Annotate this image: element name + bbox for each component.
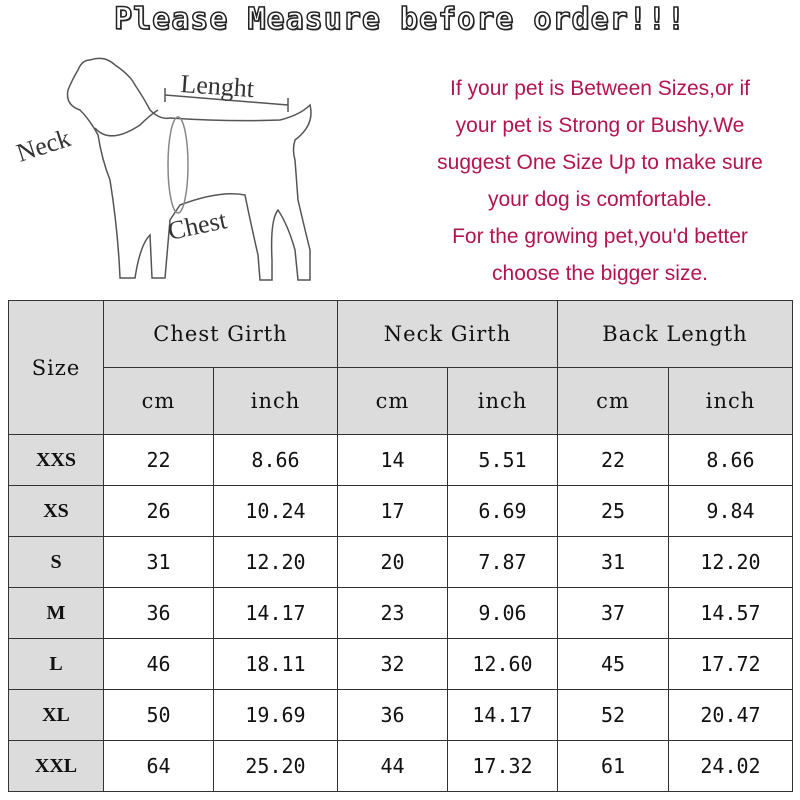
measurement-cell: 14.57 xyxy=(668,587,793,639)
measurement-cell: 9.84 xyxy=(668,485,793,537)
measurement-cell: 17.32 xyxy=(447,740,558,792)
back-length-header: Back Length xyxy=(557,300,793,368)
size-cell: XXS xyxy=(8,434,104,486)
measurement-cell: 24.02 xyxy=(668,740,793,792)
measurement-cell: 6.69 xyxy=(447,485,558,537)
measurement-cell: 36 xyxy=(103,587,214,639)
table-row: XXL 64 25.20 44 17.32 61 24.02 xyxy=(8,740,793,792)
note-line: your pet is Strong or Bushy.We xyxy=(455,114,745,137)
unit-header: cm xyxy=(557,367,669,435)
measurement-cell: 10.24 xyxy=(213,485,338,537)
measurement-cell: 36 xyxy=(337,689,448,741)
size-cell: S xyxy=(8,536,104,588)
size-chart-table: Size Chest Girth Neck Girth Back Length … xyxy=(8,300,793,792)
measurement-cell: 61 xyxy=(557,740,669,792)
measurement-cell: 45 xyxy=(557,638,669,690)
note-line: choose the bigger size. xyxy=(492,262,708,285)
unit-header: inch xyxy=(213,367,338,435)
measurement-cell: 32 xyxy=(337,638,448,690)
measurement-cell: 5.51 xyxy=(447,434,558,486)
note-line: your dog is comfortable. xyxy=(487,188,713,211)
note-line: For the growing pet,you'd better xyxy=(452,225,748,248)
chest-girth-header: Chest Girth xyxy=(103,300,338,368)
measurement-cell: 20.47 xyxy=(668,689,793,741)
table-row: S 31 12.20 20 7.87 31 12.20 xyxy=(8,536,793,588)
unit-header: inch xyxy=(668,367,793,435)
measurement-cell: 8.66 xyxy=(668,434,793,486)
measurement-cell: 19.69 xyxy=(213,689,338,741)
measurement-cell: 22 xyxy=(103,434,214,486)
size-cell: XL xyxy=(8,689,104,741)
neck-label: Neck xyxy=(13,123,74,168)
measurement-cell: 14.17 xyxy=(447,689,558,741)
measurement-cell: 7.87 xyxy=(447,536,558,588)
measurement-cell: 18.11 xyxy=(213,638,338,690)
unit-header: cm xyxy=(103,367,214,435)
measurement-cell: 22 xyxy=(557,434,669,486)
unit-header: inch xyxy=(447,367,558,435)
measurement-cell: 50 xyxy=(103,689,214,741)
measurement-cell: 17 xyxy=(337,485,448,537)
measurement-cell: 14 xyxy=(337,434,448,486)
measurement-cell: 37 xyxy=(557,587,669,639)
measurement-cell: 46 xyxy=(103,638,214,690)
size-cell: M xyxy=(8,587,104,639)
measurement-cell: 12.20 xyxy=(668,536,793,588)
table-row: XL 50 19.69 36 14.17 52 20.47 xyxy=(8,689,793,741)
measurement-cell: 25.20 xyxy=(213,740,338,792)
measurement-cell: 9.06 xyxy=(447,587,558,639)
length-label: Lenght xyxy=(180,69,256,103)
sizing-advice: If your pet is Between Sizes,or if your … xyxy=(400,70,800,292)
dog-measurement-diagram: Neck Lenght Chest xyxy=(13,57,312,281)
measurement-cell: 12.60 xyxy=(447,638,558,690)
note-line: suggest One Size Up to make sure xyxy=(437,151,763,174)
measurement-cell: 23 xyxy=(337,587,448,639)
neck-girth-header: Neck Girth xyxy=(337,300,558,368)
page-title: Please Measure before order!!! xyxy=(113,1,686,38)
measurement-cell: 31 xyxy=(103,536,214,588)
measurement-cell: 26 xyxy=(103,485,214,537)
size-cell: XS xyxy=(8,485,104,537)
size-cell: XXL xyxy=(8,740,104,792)
measurement-cell: 17.72 xyxy=(668,638,793,690)
measurement-cell: 64 xyxy=(103,740,214,792)
measurement-cell: 52 xyxy=(557,689,669,741)
measurement-cell: 20 xyxy=(337,536,448,588)
note-line: If your pet is Between Sizes,or if xyxy=(450,77,750,100)
unit-header: cm xyxy=(337,367,448,435)
table-row: M 36 14.17 23 9.06 37 14.57 xyxy=(8,587,793,639)
measurement-cell: 12.20 xyxy=(213,536,338,588)
measurement-cell: 14.17 xyxy=(213,587,338,639)
measurement-cell: 31 xyxy=(557,536,669,588)
size-cell: L xyxy=(8,638,104,690)
table-row: XXS 22 8.66 14 5.51 22 8.66 xyxy=(8,434,793,486)
table-row: XS 26 10.24 17 6.69 25 9.84 xyxy=(8,485,793,537)
table-row: L 46 18.11 32 12.60 45 17.72 xyxy=(8,638,793,690)
measurement-cell: 8.66 xyxy=(213,434,338,486)
measurement-cell: 44 xyxy=(337,740,448,792)
measurement-cell: 25 xyxy=(557,485,669,537)
size-header: Size xyxy=(8,300,104,435)
